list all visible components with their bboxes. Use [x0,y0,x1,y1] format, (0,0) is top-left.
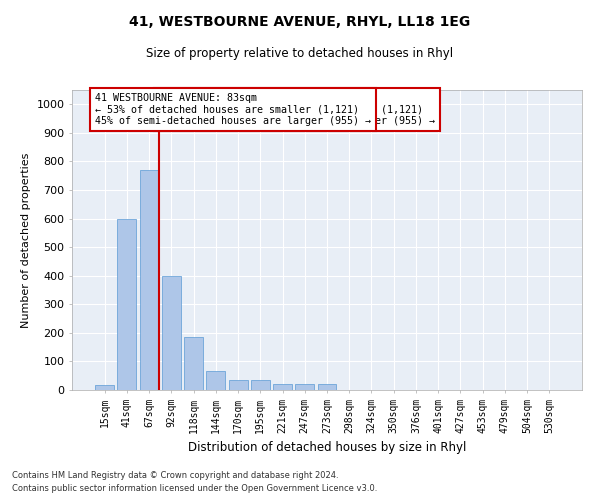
Bar [118,218,136,390]
Text: Contains HM Land Registry data © Crown copyright and database right 2024.: Contains HM Land Registry data © Crown c… [12,470,338,480]
Bar [162,276,181,390]
X-axis label: Distribution of detached houses by size in Rhyl: Distribution of detached houses by size … [188,441,466,454]
Bar [229,380,248,390]
Text: 41 WESTBOURNE AVENUE: 83sqm
← 53% of detached houses are smaller (1,121)
45% of : 41 WESTBOURNE AVENUE: 83sqm ← 53% of det… [158,93,434,126]
Bar [206,372,225,390]
Bar [140,170,158,390]
Bar [295,384,314,390]
Bar [251,380,270,390]
Text: 41, WESTBOURNE AVENUE, RHYL, LL18 1EG: 41, WESTBOURNE AVENUE, RHYL, LL18 1EG [130,15,470,29]
Bar [273,384,292,390]
Bar [317,384,337,390]
Text: Contains public sector information licensed under the Open Government Licence v3: Contains public sector information licen… [12,484,377,493]
Bar [95,385,114,390]
Text: 41 WESTBOURNE AVENUE: 83sqm
← 53% of detached houses are smaller (1,121)
45% of : 41 WESTBOURNE AVENUE: 83sqm ← 53% of det… [95,93,371,126]
Text: Size of property relative to detached houses in Rhyl: Size of property relative to detached ho… [146,48,454,60]
Bar [184,337,203,390]
Y-axis label: Number of detached properties: Number of detached properties [21,152,31,328]
